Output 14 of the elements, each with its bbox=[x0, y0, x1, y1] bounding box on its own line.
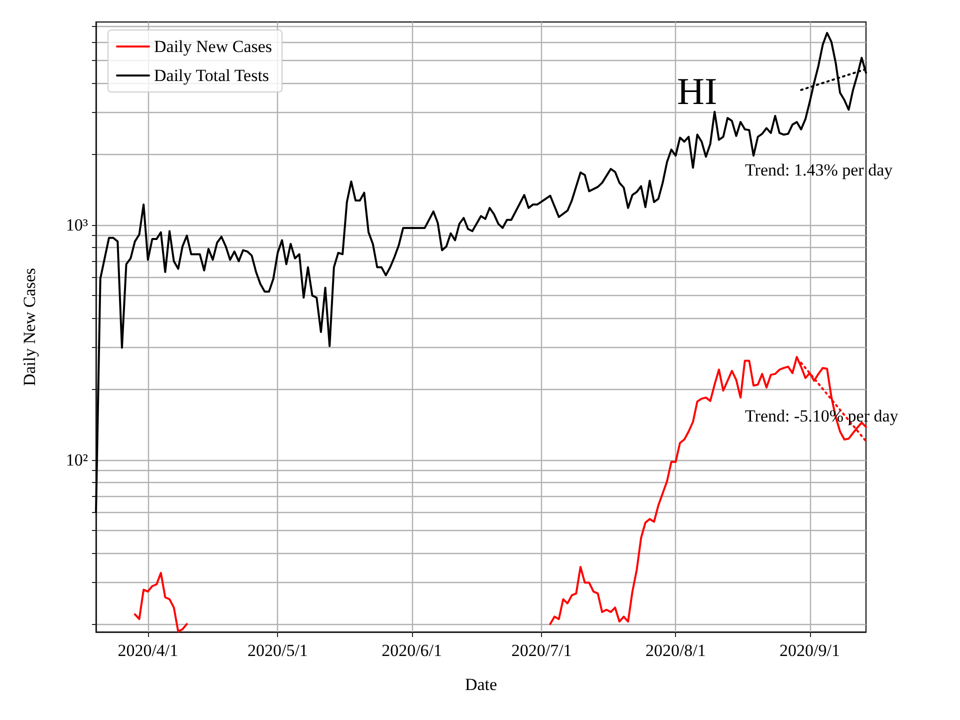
y-axis-title: Daily New Cases bbox=[20, 268, 39, 386]
legend-label: Daily Total Tests bbox=[154, 66, 270, 85]
x-tick-label: 2020/4/1 bbox=[118, 641, 178, 660]
x-axis-title: Date bbox=[464, 675, 498, 694]
text: HI bbox=[677, 71, 718, 113]
x-tick-label: 2020/6/1 bbox=[382, 641, 442, 660]
annotation: Trend: 1.43% per day bbox=[745, 160, 894, 180]
x-tick-label: 2020/5/1 bbox=[247, 641, 308, 660]
legend-label: Daily New Cases bbox=[154, 37, 272, 56]
y-tick-label: 10³ bbox=[66, 215, 88, 234]
x-tick-label: 2020/8/1 bbox=[645, 641, 706, 660]
x-tick-label: 2020/7/1 bbox=[511, 641, 572, 660]
y-tick-label: 10² bbox=[66, 450, 88, 470]
x-tick-label: 2020/9/1 bbox=[780, 641, 840, 660]
